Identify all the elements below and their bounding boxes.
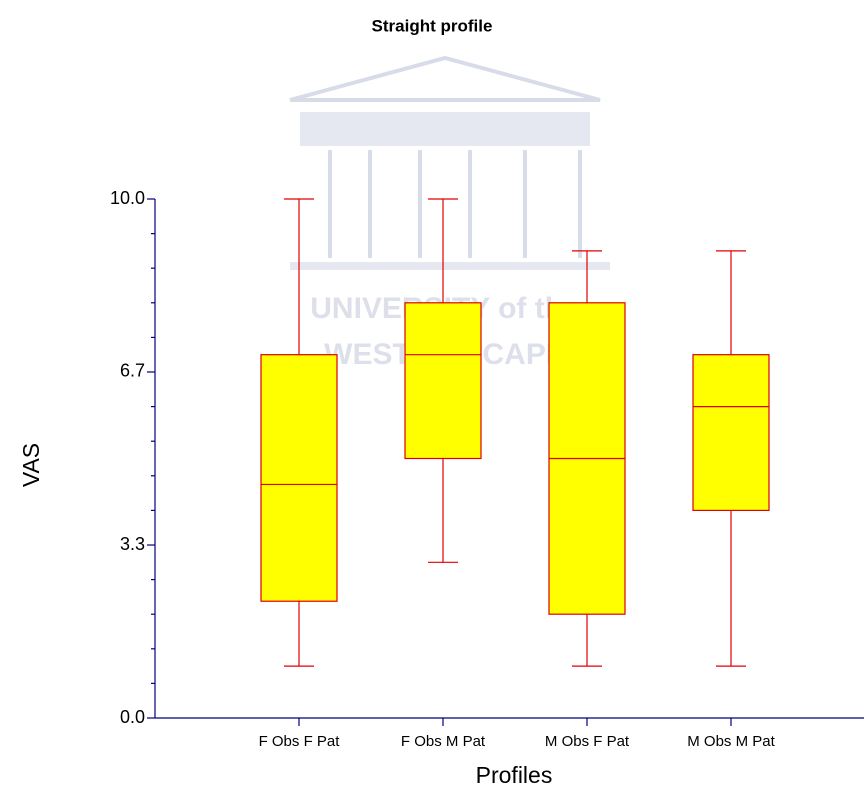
chart-title: Straight profile xyxy=(372,16,493,35)
box xyxy=(404,302,482,460)
watermark-building xyxy=(289,55,610,270)
y-tick-label: 0.0 xyxy=(120,707,145,727)
x-tick-label: F Obs M Pat xyxy=(401,733,486,750)
y-axis-label: VAS xyxy=(18,443,44,487)
x-tick-label: F Obs F Pat xyxy=(259,733,341,750)
y-tick-label: 10.0 xyxy=(110,188,145,208)
y-tick-label: 6.7 xyxy=(120,361,145,381)
x-tick-label: M Obs M Pat xyxy=(687,733,775,750)
x-tick-label: M Obs F Pat xyxy=(545,733,630,750)
x-axis-label: Profiles xyxy=(476,762,553,788)
y-tick-label: 3.3 xyxy=(120,534,145,554)
box xyxy=(692,354,770,512)
box xyxy=(260,354,338,602)
